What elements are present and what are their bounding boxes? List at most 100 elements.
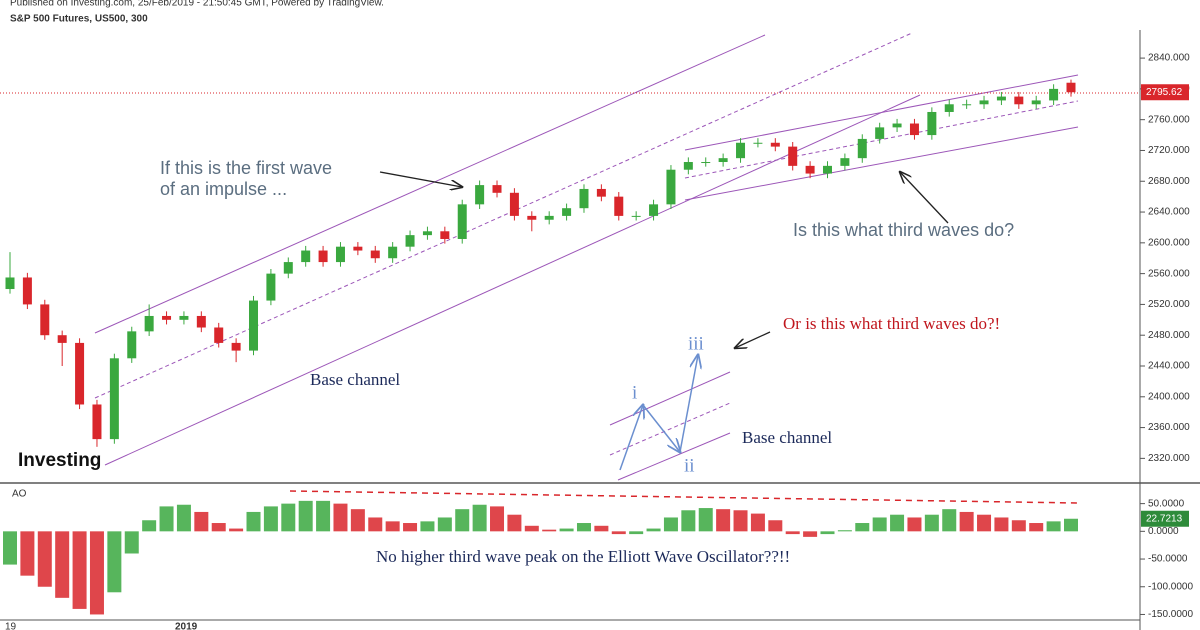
candle-body	[162, 315, 172, 320]
candle-body	[231, 342, 241, 351]
candle-body	[753, 142, 763, 144]
annotations: If this is the first wave of an impulse …	[160, 158, 1014, 566]
y-tick-label: 2320.000	[1148, 453, 1190, 464]
y-tick-label: 2400.000	[1148, 391, 1190, 402]
candle-body	[92, 404, 102, 440]
y-tick-label: -100.0000	[1148, 581, 1193, 592]
oscillator-name: AO	[12, 489, 27, 500]
ao-bar	[298, 500, 313, 532]
candle-body	[822, 165, 832, 174]
ao-bar	[698, 508, 713, 532]
channel-line	[104, 94, 921, 466]
candle-body	[962, 104, 972, 106]
ao-bar	[403, 523, 418, 532]
ao-bar	[437, 517, 452, 532]
wave-arrow	[619, 405, 643, 471]
schema-line	[609, 402, 731, 456]
candle-body	[683, 162, 693, 170]
ao-bar	[890, 514, 905, 532]
candle-body	[301, 250, 311, 263]
schema-line	[617, 432, 731, 481]
header: Published on Investing.com, 25/Feb/2019 …	[10, 0, 384, 9]
candle-body	[1049, 88, 1059, 101]
candle-body	[805, 165, 815, 174]
ao-bar	[1029, 523, 1044, 532]
candle-body	[544, 215, 554, 220]
ao-bar	[942, 509, 957, 532]
y-tick-label: 2840.000	[1148, 53, 1190, 64]
y-tick-label: 2560.000	[1148, 268, 1190, 279]
last-ao-box	[1141, 510, 1189, 527]
y-tick-label: 2680.000	[1148, 176, 1190, 187]
channel-line	[94, 34, 766, 334]
y-tick-label: 50.0000	[1148, 498, 1185, 509]
candle-body	[596, 188, 606, 197]
candle-body	[892, 123, 902, 128]
candle-body	[249, 300, 259, 351]
annotation: of an impulse ...	[160, 179, 287, 199]
candle-body	[22, 277, 32, 305]
y-tick-label: 2360.000	[1148, 422, 1190, 433]
ao-bar	[385, 521, 400, 532]
candle-body	[579, 188, 589, 209]
ao-bar	[316, 500, 331, 532]
candle-body	[214, 327, 224, 343]
candle-body	[196, 315, 206, 328]
arrow	[379, 171, 462, 187]
wave-arrow	[679, 355, 698, 453]
ao-bar	[37, 531, 52, 587]
candle-body	[701, 162, 711, 164]
ao-bar	[542, 529, 557, 532]
ao-bar	[507, 514, 522, 532]
wave-arrow	[642, 404, 680, 452]
channel-mid	[684, 100, 1079, 179]
candle-body	[5, 277, 15, 290]
ao-bar	[959, 511, 974, 532]
ao-bar	[176, 504, 191, 532]
candle-body	[909, 123, 919, 136]
ao-bar	[559, 528, 574, 532]
candle-body	[40, 304, 50, 336]
candle-body	[492, 185, 502, 193]
y-tick-label: 2480.000	[1148, 330, 1190, 341]
candle-body	[405, 235, 415, 247]
candle-body	[388, 246, 398, 259]
ao-bar	[750, 513, 765, 532]
ao-bar	[20, 531, 35, 576]
y-tick-label: -50.0000	[1148, 554, 1188, 565]
arrows	[379, 171, 949, 471]
y-tick-label: 2640.000	[1148, 207, 1190, 218]
ao-bar	[785, 531, 800, 535]
ao-bar	[142, 520, 157, 532]
wave-label: iii	[688, 333, 704, 354]
ao-bar	[594, 525, 609, 532]
candle-body	[736, 142, 746, 159]
ao-bar	[872, 517, 887, 532]
ao-bar	[3, 531, 17, 565]
channel-line	[684, 126, 1079, 201]
candle-body	[996, 96, 1006, 101]
arrow	[900, 172, 949, 224]
ao-bar	[472, 504, 487, 532]
ao-bar	[716, 509, 731, 532]
y-tick-label: 2520.000	[1148, 299, 1190, 310]
annotation: Base channel	[742, 428, 832, 447]
arrow	[735, 331, 771, 348]
ao-bar	[455, 509, 470, 532]
candle-body	[1014, 96, 1024, 105]
ao-bar	[246, 511, 261, 532]
ao-bar	[1046, 521, 1061, 532]
candle-body	[944, 104, 954, 112]
ao-bar	[263, 506, 278, 532]
candle-body	[718, 158, 728, 163]
ao-bar	[350, 509, 365, 532]
candle-body	[1031, 100, 1041, 105]
candle-body	[875, 127, 885, 139]
candle-body	[57, 335, 67, 343]
ao-bar	[977, 514, 992, 532]
candle-body	[788, 146, 798, 166]
ao-bar	[89, 531, 104, 615]
ao-bar	[159, 506, 174, 532]
annotation: No higher third wave peak on the Elliott…	[376, 547, 790, 566]
